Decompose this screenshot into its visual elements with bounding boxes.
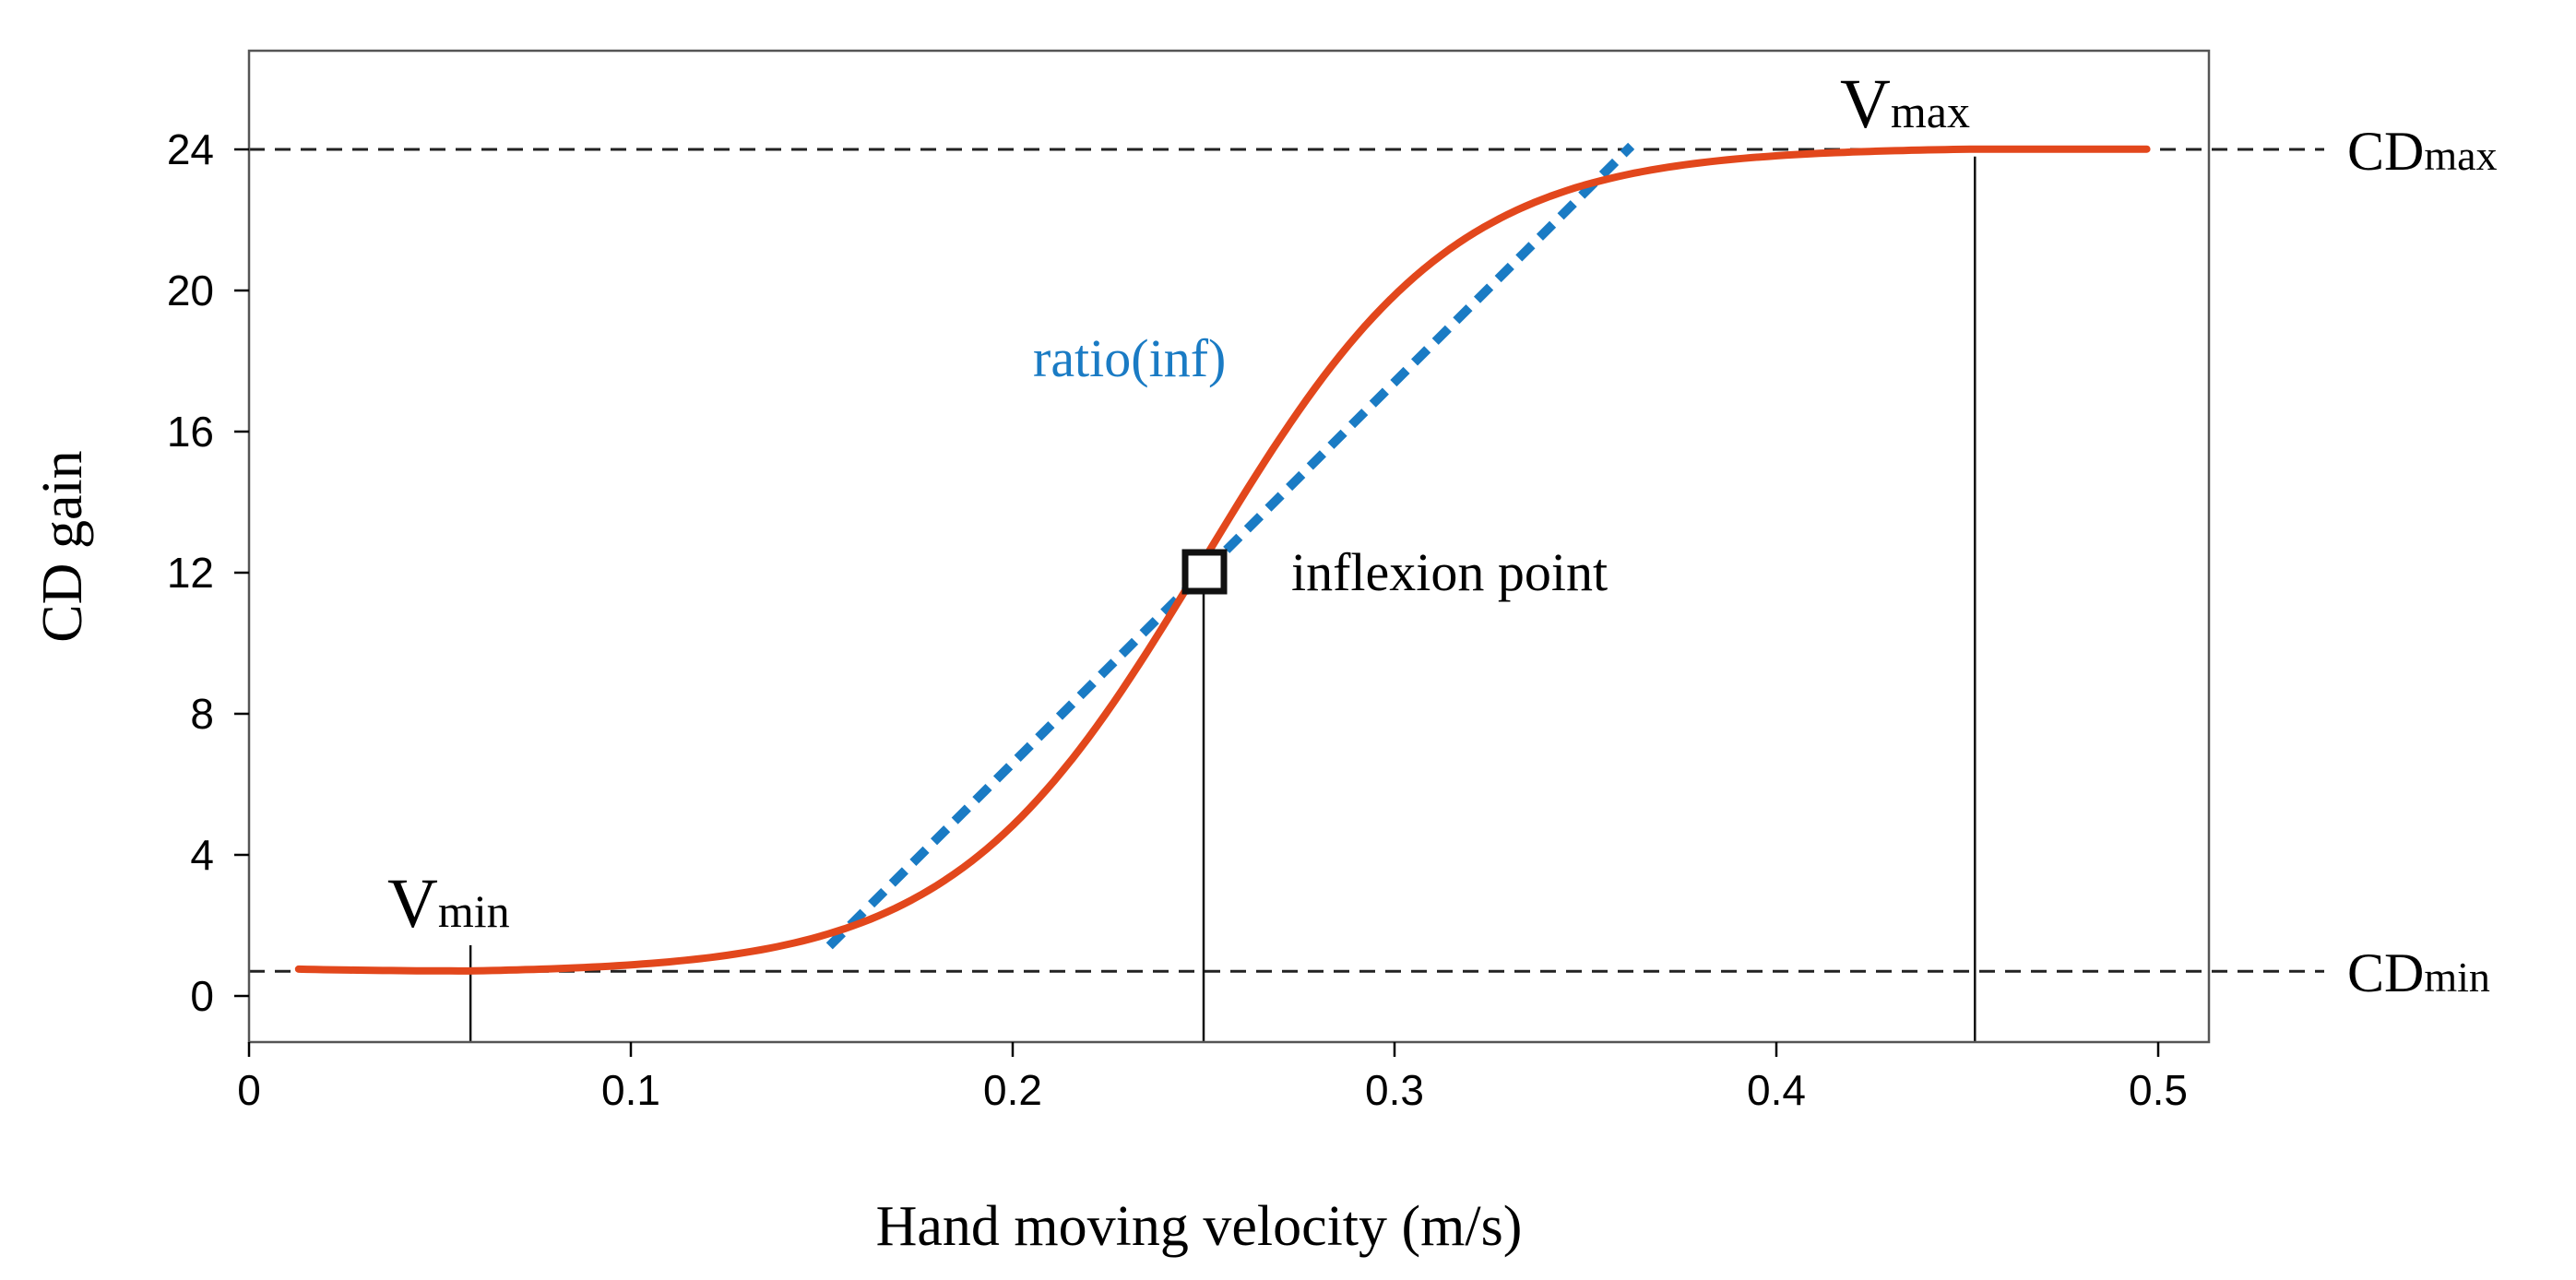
plot-frame bbox=[247, 49, 2211, 1044]
inflexion-point-marker bbox=[1181, 549, 1228, 595]
reference-lines-layer bbox=[249, 148, 2324, 1042]
tangent-label: ratio(inf) bbox=[1033, 328, 1226, 388]
inflexion-point-label: inflexion point bbox=[1291, 542, 1608, 602]
v-min-label: Vmin bbox=[387, 865, 510, 942]
axes-layer: 0 0.1 0.2 0.3 0.4 0.5 0 4 8 12 16 20 24 Hand moving v… bbox=[31, 49, 2211, 1258]
x-tick-label: 0.2 bbox=[983, 1066, 1042, 1114]
y-tick-label: 20 bbox=[167, 267, 214, 314]
series-layer bbox=[294, 142, 2151, 975]
cd-max-line-label: CDmax bbox=[2347, 121, 2498, 182]
v-max-label: Vmax bbox=[1840, 65, 1970, 143]
cd-gain-curve bbox=[294, 145, 2151, 975]
y-tick-label: 4 bbox=[190, 831, 214, 879]
x-tick-label: 0.5 bbox=[2129, 1066, 2188, 1114]
x-axis-title: Hand moving velocity (m/s) bbox=[876, 1195, 1523, 1258]
x-tick-label: 0.4 bbox=[1747, 1066, 1806, 1114]
tangent-line bbox=[825, 142, 1635, 950]
y-tick-label: 12 bbox=[167, 549, 214, 597]
y-axis-title: CD gain bbox=[31, 450, 94, 642]
x-tick-label: 0 bbox=[237, 1066, 261, 1114]
y-tick-label: 0 bbox=[190, 972, 214, 1020]
annotations-layer: CDmax CDmin inflexion point ratio(inf) Vmin V… bbox=[387, 65, 2498, 1003]
y-tick-label: 24 bbox=[167, 125, 214, 173]
cd-min-line-label: CDmin bbox=[2347, 942, 2490, 1003]
y-tick-label: 16 bbox=[167, 408, 214, 456]
y-tick-label: 8 bbox=[190, 690, 214, 738]
x-tick-label: 0.3 bbox=[1365, 1066, 1424, 1114]
x-tick-label: 0.1 bbox=[601, 1066, 660, 1114]
